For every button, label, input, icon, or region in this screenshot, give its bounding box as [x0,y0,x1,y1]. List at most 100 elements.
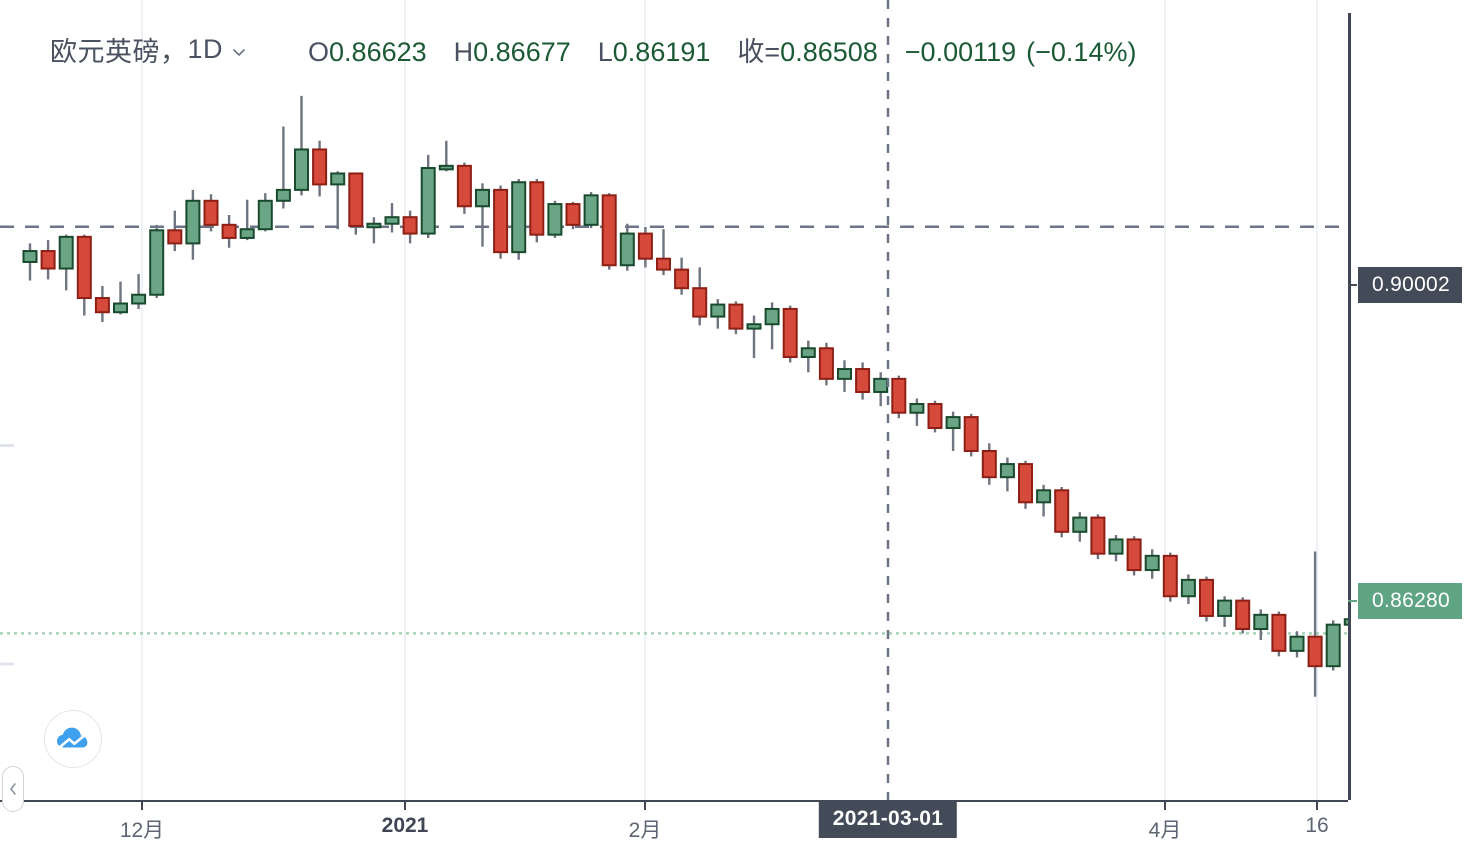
chart-plot-area[interactable] [0,0,1348,800]
low-label: L [597,37,613,67]
candle-body [764,307,780,326]
candle-body [837,368,852,380]
high-label: H [453,37,474,67]
time-axis-tick [141,800,143,810]
time-axis-label: 4月 [1148,819,1182,842]
change-percent: (−0.14%) [1026,37,1137,67]
candle-body [475,188,490,208]
candle-series [22,95,1348,697]
candle-body [294,148,309,191]
cloud-chart-logo-icon[interactable] [44,710,102,768]
chevron-down-icon[interactable] [232,45,246,59]
high-value: 0.86677 [473,37,571,67]
candle-body [1253,613,1269,631]
candle-body [131,293,147,305]
candle-body [981,449,997,479]
ohlc-close: 收= 0.86508 [737,30,877,69]
candle-body [1108,538,1124,555]
candle-body [384,216,400,225]
low-value: 0.86191 [612,37,711,67]
candle-body [312,148,328,186]
last-price-value: 0.86280 [1372,589,1451,612]
candle-body [855,368,871,393]
candle-body [76,235,92,300]
ohlc-high: H 0.86677 [454,37,571,68]
time-axis-tick [1316,800,1318,810]
last-price-tag: 0.86280 [1348,583,1463,619]
candle-body [1072,516,1088,533]
candle-body [547,203,563,236]
candle-body [493,188,509,254]
time-axis-line [0,800,1348,802]
candle-body [149,229,165,296]
candle-body [22,250,38,263]
time-axis-label: 16 [1305,814,1329,837]
candle-body [1307,635,1323,668]
candle-body [818,347,834,380]
time-axis-label: 2021 [381,814,429,837]
candle-body [1144,554,1160,572]
candle-body [601,194,617,267]
candle-body [185,199,201,245]
candle-body [927,402,943,430]
candle-body [1271,613,1287,652]
candle-body [1162,554,1178,598]
candle-body [637,232,653,260]
candle-body [1343,618,1348,626]
candle-body [1180,578,1196,598]
prev-close-tag-stub [1348,284,1357,286]
candle-body [1289,635,1305,652]
candle-body [891,377,907,414]
candle-body [529,181,545,236]
candle-body [945,416,961,430]
candle-body [728,303,744,330]
candle-body [167,229,183,245]
candle-body [1325,623,1341,668]
symbol-name: 欧元英磅 [50,37,160,67]
chevron-left-icon[interactable] [2,766,24,812]
candle-body [782,307,798,359]
candle-body [239,228,255,239]
candle-body [257,199,273,231]
candle-body [583,194,599,226]
candle-body [656,257,671,271]
time-axis-tick [644,800,646,810]
interval-label: 1D [187,34,224,64]
time-axis[interactable]: 12月 2021 2月 4月 16 2021-03-01 [0,800,1470,843]
candle-body [511,181,527,254]
open-label: O [308,37,330,67]
candle-body [619,232,635,267]
prev-close-price-value: 0.90002 [1372,273,1451,296]
candle-body [800,347,816,359]
candle-body [113,302,128,314]
symbol-selector[interactable]: 欧元英磅， 1D [50,30,246,69]
candle-body [963,416,979,452]
candle-body [456,164,472,208]
candle-body [565,203,581,226]
symbol-separator: ， [160,37,188,67]
candle-body [710,303,726,318]
open-value: 0.86623 [329,37,427,67]
candle-body [1126,538,1142,572]
close-value: 0.86508 [780,37,878,67]
candle-body [692,287,708,318]
time-axis-tick [1164,800,1166,810]
candle-body [438,164,454,171]
candle-body [348,172,364,227]
candle-body [221,223,237,239]
chart-legend: 欧元英磅， 1D O 0.86623 H 0.86677 L 0.86191 收= 0.8… [50,30,1136,69]
candle-body [1018,463,1033,504]
candle-body [420,167,436,235]
candle-body [203,199,219,226]
candle-body [873,377,889,393]
candle-body [58,235,74,270]
price-axis[interactable]: 0.90002 0.86280 [1348,0,1470,800]
ohlc-low: L 0.86191 [598,37,711,68]
price-axis-separator [1348,13,1351,800]
time-axis-label: 12月 [119,819,165,842]
ohlc-values: O 0.86623 H 0.86677 L 0.86191 收= 0.86508 −0.… [308,30,1136,69]
candle-body [330,172,346,186]
candle-body [746,323,762,330]
candlestick-svg [0,0,1348,800]
